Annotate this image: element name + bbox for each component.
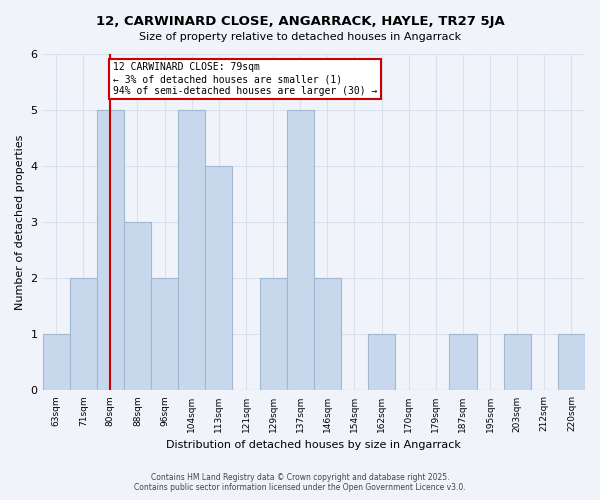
Bar: [287, 110, 314, 390]
X-axis label: Distribution of detached houses by size in Angarrack: Distribution of detached houses by size …: [166, 440, 461, 450]
Bar: [260, 278, 287, 390]
Bar: [558, 334, 585, 390]
Y-axis label: Number of detached properties: Number of detached properties: [15, 134, 25, 310]
Text: 12 CARWINARD CLOSE: 79sqm
← 3% of detached houses are smaller (1)
94% of semi-de: 12 CARWINARD CLOSE: 79sqm ← 3% of detach…: [113, 62, 377, 96]
Bar: [97, 110, 124, 390]
Text: Contains HM Land Registry data © Crown copyright and database right 2025.
Contai: Contains HM Land Registry data © Crown c…: [134, 473, 466, 492]
Bar: [503, 334, 531, 390]
Bar: [314, 278, 341, 390]
Bar: [205, 166, 232, 390]
Bar: [151, 278, 178, 390]
Text: 12, CARWINARD CLOSE, ANGARRACK, HAYLE, TR27 5JA: 12, CARWINARD CLOSE, ANGARRACK, HAYLE, T…: [95, 15, 505, 28]
Bar: [70, 278, 97, 390]
Bar: [178, 110, 205, 390]
Bar: [43, 334, 70, 390]
Bar: [124, 222, 151, 390]
Bar: [368, 334, 395, 390]
Text: Size of property relative to detached houses in Angarrack: Size of property relative to detached ho…: [139, 32, 461, 42]
Bar: [449, 334, 476, 390]
